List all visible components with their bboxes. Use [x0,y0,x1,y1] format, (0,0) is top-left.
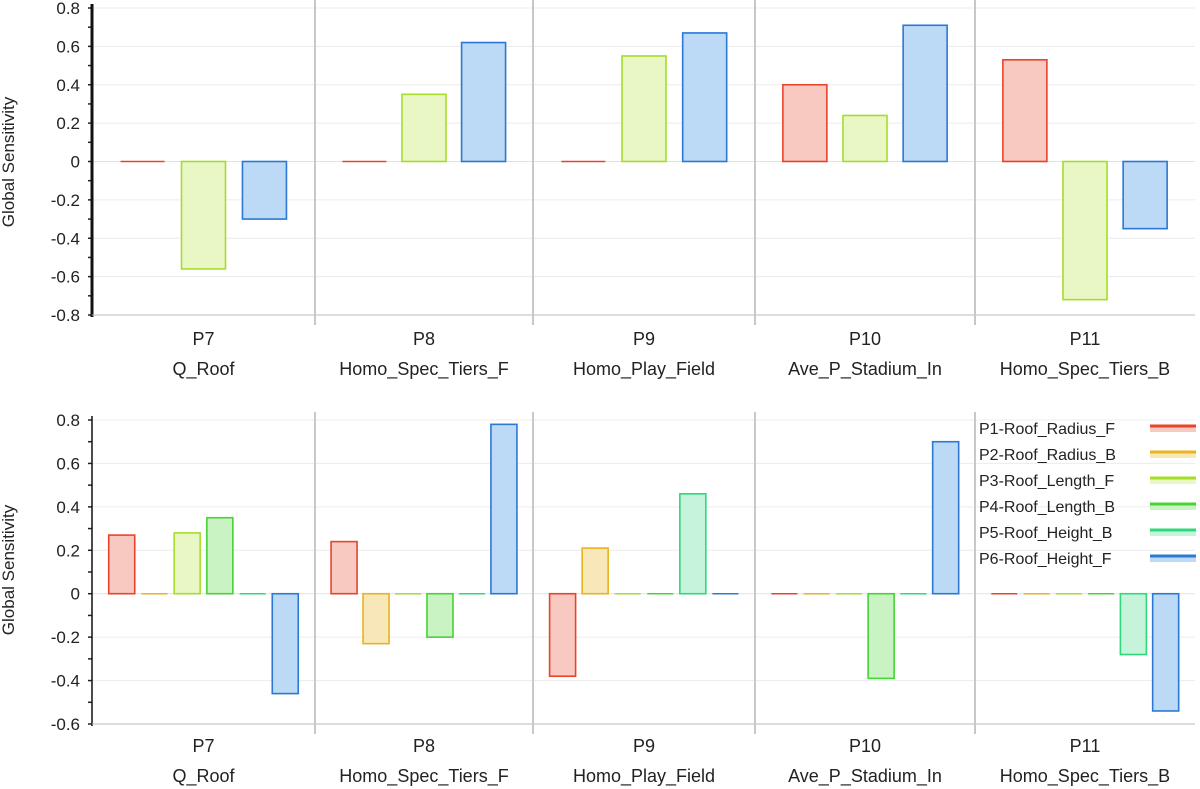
bar [842,114,888,163]
y-axis-title: Global Sensitivity [0,504,18,635]
y-tick-label: 0.4 [56,498,80,517]
bar [1151,592,1180,712]
legend-label: P4-Roof_Length_B [979,499,1115,516]
bar [460,41,507,163]
legend-swatch [1150,503,1196,510]
y-tick-label: -0.2 [51,191,80,210]
x-group-code: P11 [1070,736,1101,756]
x-group-code: P10 [849,329,881,349]
bar [241,160,288,220]
bar [1119,592,1148,656]
bar [681,32,728,163]
y-tick-label: 0.8 [56,0,80,18]
bar [271,592,300,695]
x-group-name: Q_Roof [172,766,235,787]
x-group-name: Homo_Spec_Tiers_F [339,359,508,380]
bar [931,440,960,595]
x-group-name: Ave_P_Stadium_In [788,359,942,380]
y-tick-label: 0.2 [56,114,80,133]
x-group-code: P8 [413,736,435,756]
y-tick-label: 0.2 [56,541,80,560]
legend-swatch [1150,477,1196,484]
legend-swatch [1150,451,1196,458]
y-tick-label: -0.6 [51,268,80,287]
x-group-code: P9 [633,736,655,756]
bar [581,547,609,595]
y-tick-label: 0.6 [56,454,80,473]
x-group-code: P9 [633,329,655,349]
y-axis-title: Global Sensitivity [0,96,18,227]
x-group-name: Ave_P_Stadium_In [788,766,942,787]
y-tick-label: -0.4 [51,672,80,691]
bar [173,532,201,595]
bar [621,55,667,163]
legend-swatch [1150,529,1196,536]
legend-swatch [1150,425,1196,432]
x-group-name: Homo_Play_Field [573,359,715,380]
legend-label: P6-Roof_Height_F [979,551,1112,568]
legend-label: P5-Roof_Height_B [979,525,1112,542]
legend: P1-Roof_Radius_F P2-Roof_Radius_B P3-Roof_… [979,421,1196,568]
x-group-code: P8 [413,329,435,349]
x-group-code: P11 [1070,329,1101,349]
legend-label: P2-Roof_Radius_B [979,447,1116,464]
x-group-name: Q_Roof [172,359,235,380]
y-tick-label: -0.6 [51,715,80,734]
x-group-code: P10 [849,736,881,756]
x-group-code: P7 [192,329,214,349]
y-tick-label: 0 [71,153,80,172]
y-tick-label: -0.2 [51,628,80,647]
bar [782,83,828,163]
bar [180,160,227,270]
bar [107,534,136,595]
y-tick-label: 0.8 [56,411,80,430]
x-group-name: Homo_Play_Field [573,766,715,787]
y-tick-label: -0.8 [51,306,80,325]
x-group-code: P7 [192,736,214,756]
bar [1062,160,1108,301]
x-group-name: Homo_Spec_Tiers_F [339,766,508,787]
bar [902,24,948,163]
y-tick-label: 0 [71,585,80,604]
top-bar-chart: 0.8 0.6 0.4 0.2 0 -0.2 -0.4 -0.6 -0.8 Global Sens… [0,0,1195,380]
bar [1122,160,1168,230]
bar [330,540,358,595]
legend-label: P1-Roof_Radius_F [979,421,1115,438]
bottom-bar-chart: 0.8 0.6 0.4 0.2 0 -0.2 -0.4 -0.6 Global Sensitiv… [0,411,1195,787]
bar [490,423,518,595]
legend-swatch [1150,555,1196,562]
legend-label: P3-Roof_Length_F [979,473,1114,490]
y-tick-label: -0.4 [51,229,80,248]
bar [206,516,234,595]
bar [1002,59,1048,163]
bar [362,592,390,645]
bar [867,592,895,680]
y-tick-label: 0.6 [56,37,80,56]
bar [679,493,707,595]
bar [401,93,447,163]
y-tick-label: 0.4 [56,76,80,95]
x-group-name: Homo_Spec_Tiers_B [1000,766,1170,787]
bar [426,592,454,638]
x-group-name: Homo_Spec_Tiers_B [1000,359,1170,380]
bar [548,592,577,678]
